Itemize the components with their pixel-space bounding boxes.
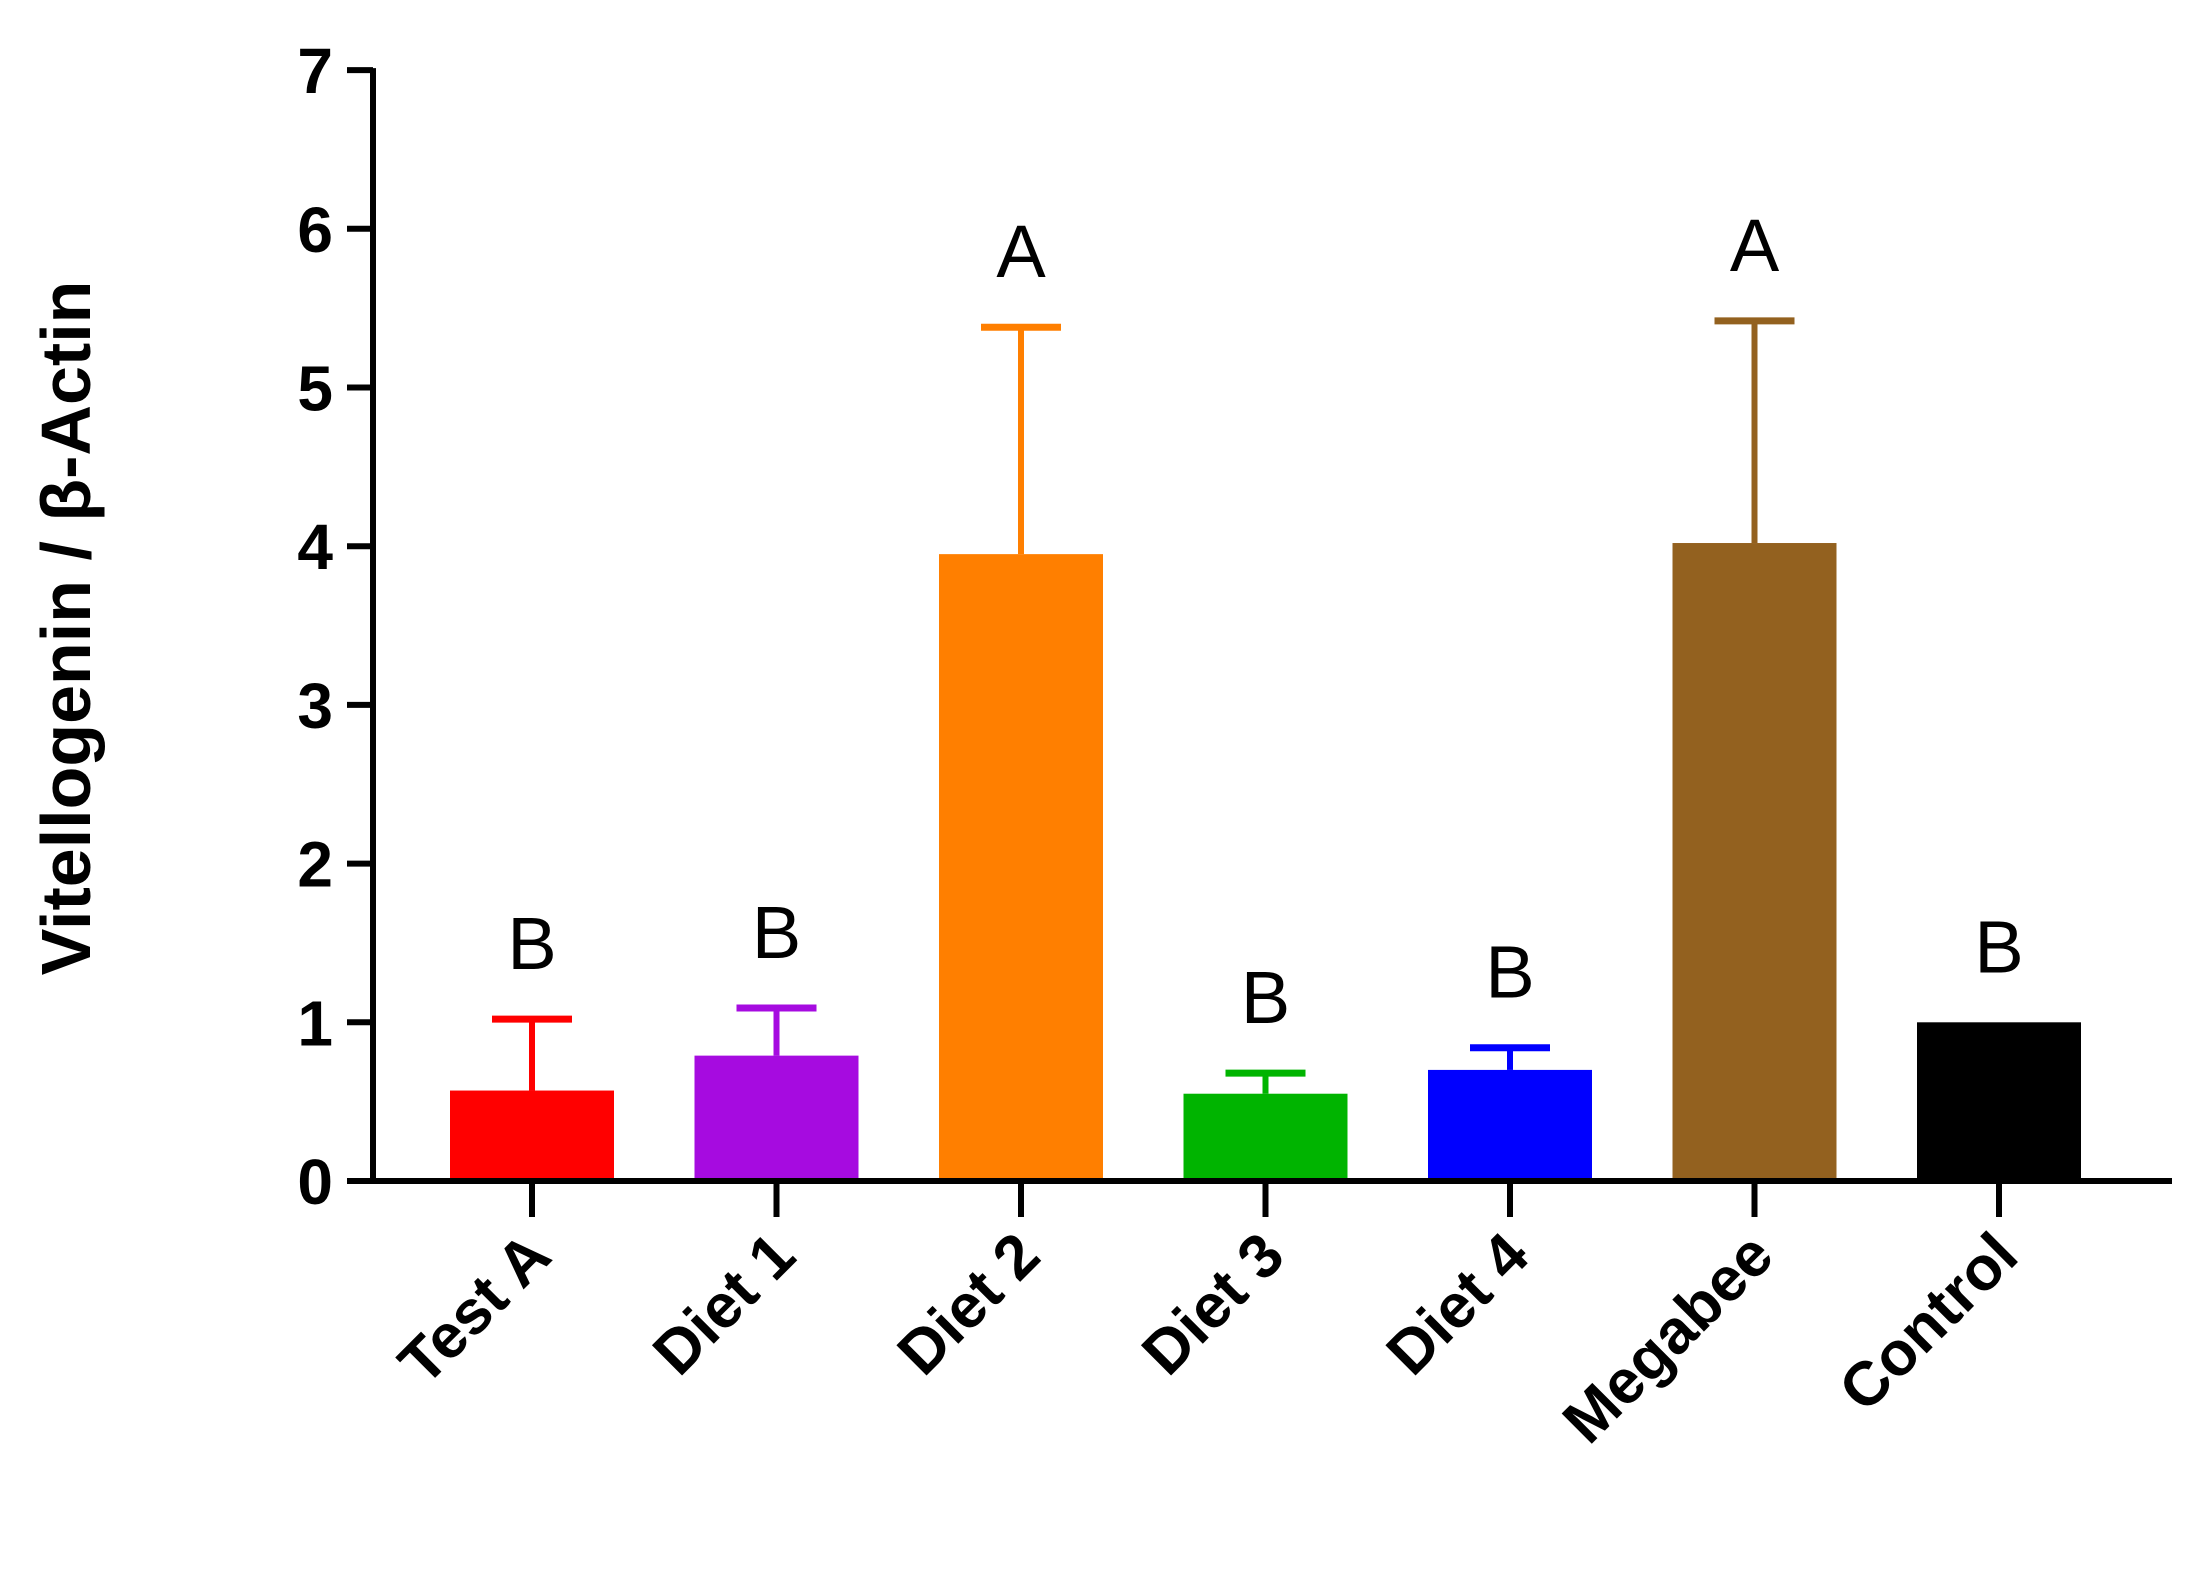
x-axis: Test A Diet 1 Diet 2 Diet 3 Diet 4 Megabee Con…: [370, 1178, 2172, 1457]
x-category-label: Diet 2: [885, 1220, 1053, 1388]
bar-megabee: [1672, 543, 1837, 1181]
y-tick-label: 5: [297, 353, 333, 425]
y-tick-label: 7: [297, 35, 333, 107]
x-category-label: Diet 4: [1374, 1220, 1543, 1389]
y-axis: 0 1 2 3 4 5 6 7: [297, 35, 376, 1218]
x-category-label: Test A: [386, 1220, 564, 1398]
significance-letter: B: [1241, 956, 1290, 1039]
bar-test-a: [450, 1090, 614, 1181]
x-category-label: Diet 1: [640, 1220, 808, 1388]
x-category-label: Control: [1826, 1220, 2031, 1425]
bar-diet-3: [1183, 1093, 1348, 1181]
y-tick-label: 6: [297, 194, 333, 266]
bar-diet-2: [939, 554, 1103, 1181]
y-tick-label: 4: [297, 511, 333, 583]
significance-letter: A: [996, 210, 1046, 293]
significance-letter: B: [1974, 905, 2023, 988]
bar-diet-1: [694, 1055, 859, 1181]
significance-letter: B: [752, 891, 801, 974]
x-category-label: Megabee: [1550, 1220, 1786, 1456]
x-category-label: Diet 3: [1129, 1220, 1297, 1388]
y-axis-title: Vitellogenin / β-Actin: [27, 281, 105, 976]
y-tick-label: 2: [297, 829, 333, 901]
significance-letter: B: [1485, 931, 1534, 1014]
y-tick-label: 3: [297, 670, 333, 742]
y-tick-label: 0: [297, 1146, 333, 1218]
significance-letter: B: [507, 902, 556, 985]
significance-letter: A: [1730, 204, 1780, 287]
y-tick-label: 1: [297, 987, 333, 1059]
bars: B B A B B A B: [450, 204, 2081, 1181]
bar-control: [1917, 1022, 2081, 1181]
bar-diet-4: [1428, 1069, 1592, 1181]
